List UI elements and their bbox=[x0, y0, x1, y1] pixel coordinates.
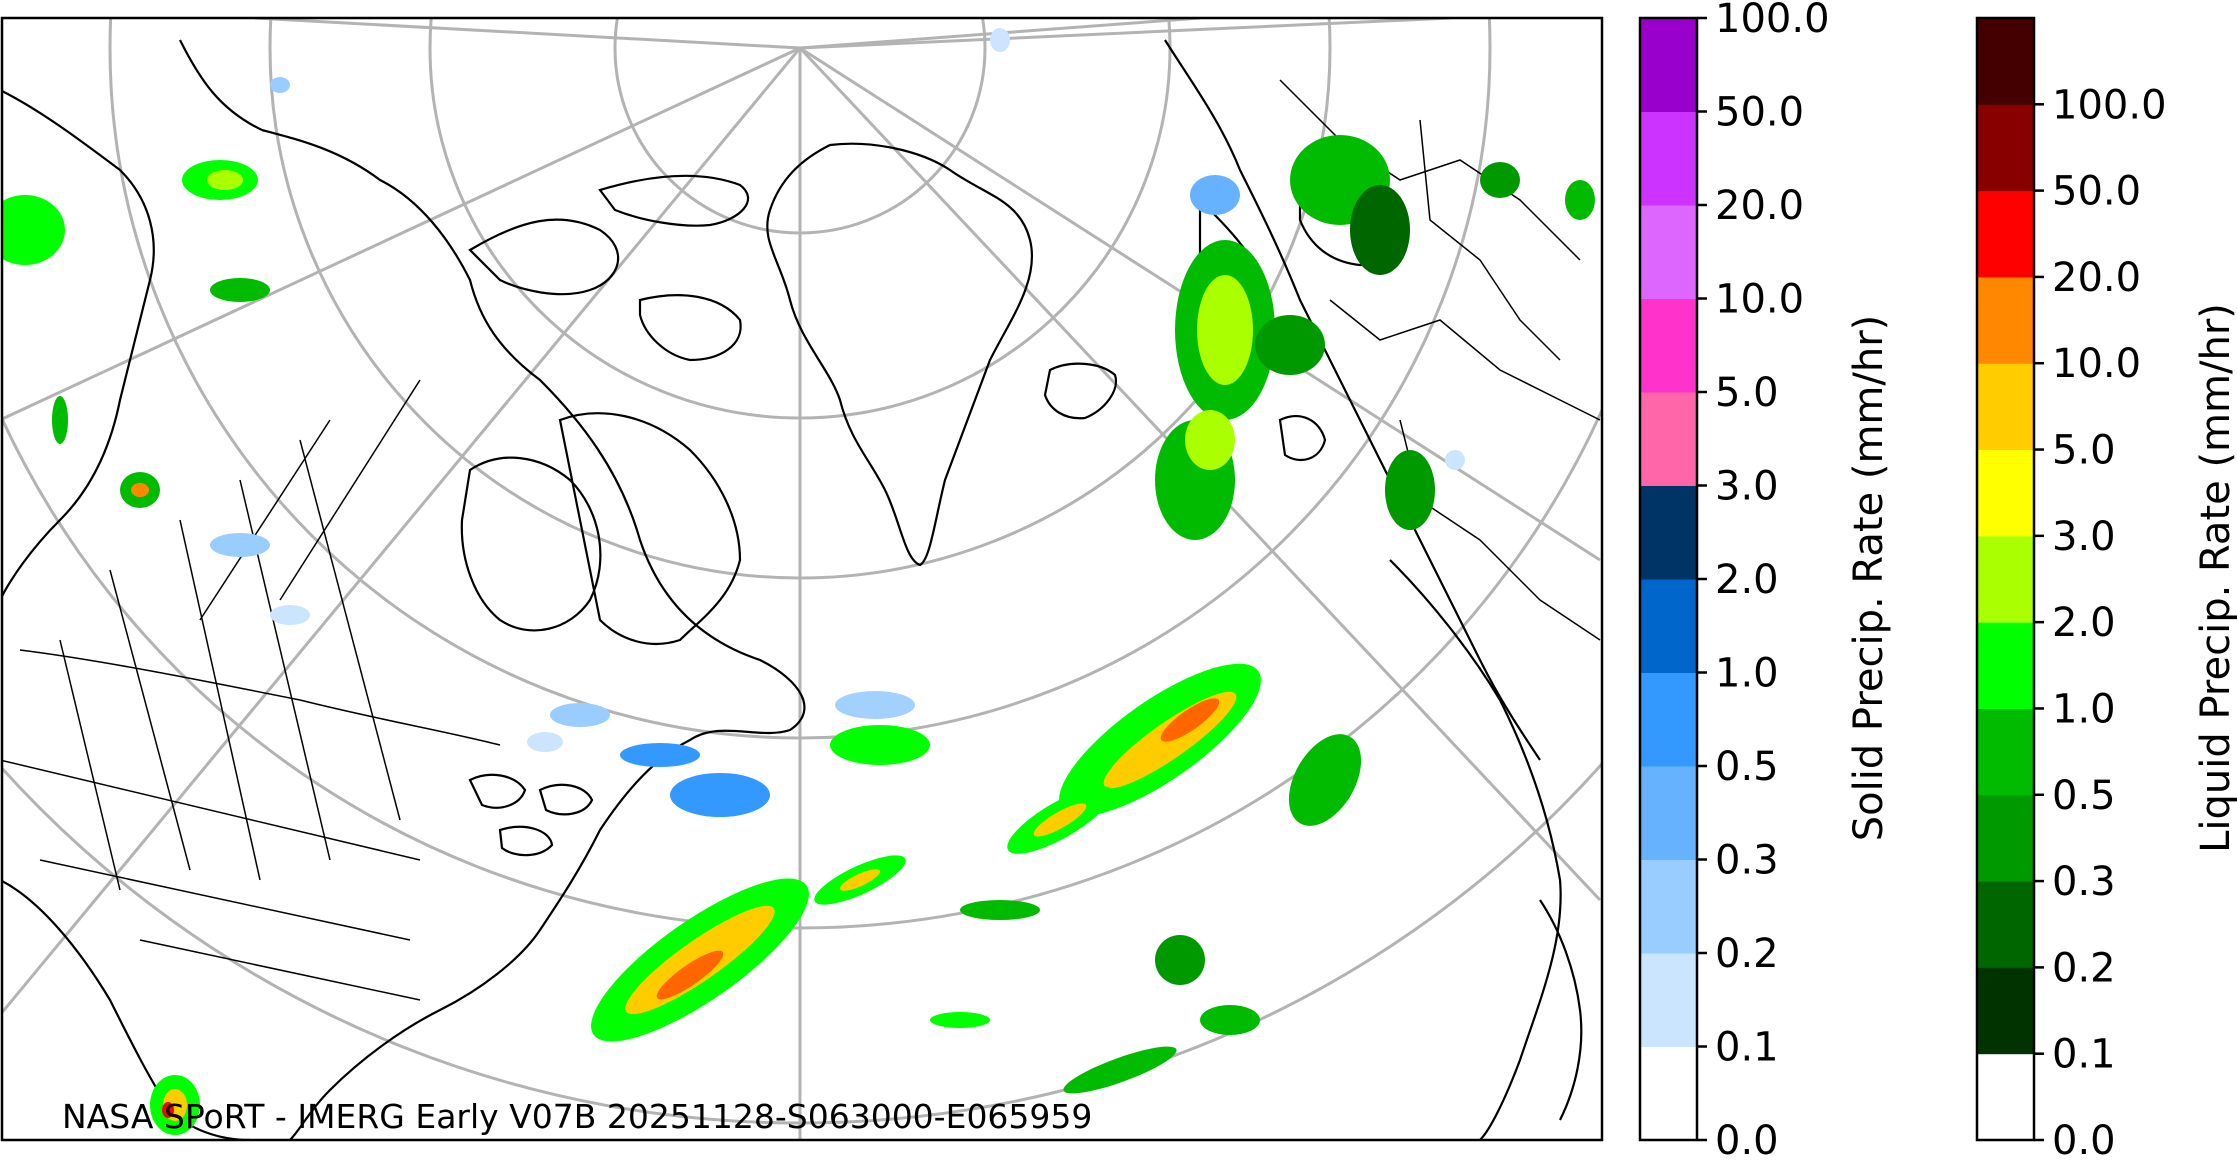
solid-precip bbox=[210, 28, 1465, 817]
liquid-colorbar-tick-label: 50.0 bbox=[2052, 169, 2141, 215]
solid-colorbar-tick-label: 20.0 bbox=[1715, 183, 1804, 229]
solid-colorbar-tick-label: 5.0 bbox=[1715, 370, 1779, 416]
solid-colorbar-tick-label: 0.5 bbox=[1715, 744, 1779, 790]
solid-colorbar-swatch bbox=[1640, 766, 1697, 860]
liquid-colorbar-swatch bbox=[1977, 104, 2034, 192]
liquid-colorbar-swatch bbox=[1977, 363, 2034, 451]
solid-colorbar-tick-label: 3.0 bbox=[1715, 464, 1779, 510]
liquid-colorbar-swatch bbox=[1977, 535, 2034, 623]
liquid-colorbar-tick-label: 5.0 bbox=[2052, 428, 2116, 474]
solid-colorbar-tick-label: 0.3 bbox=[1715, 838, 1779, 884]
solid-colorbar-swatch bbox=[1640, 392, 1697, 486]
liquid-precip bbox=[2, 135, 1595, 1135]
liquid-colorbar-tick-label: 0.3 bbox=[2052, 859, 2116, 905]
map-frame bbox=[0, 16, 1604, 1142]
liquid-colorbar-title: Liquid Precip. Rate (mm/hr) bbox=[2193, 303, 2237, 853]
solid-colorbar-swatch bbox=[1640, 1046, 1697, 1141]
coastlines bbox=[2, 39, 1583, 1140]
solid-colorbar-tick-label: 100.0 bbox=[1715, 0, 1830, 42]
liquid-colorbar-swatch bbox=[1977, 1053, 2034, 1141]
solid-colorbar-swatch bbox=[1640, 18, 1697, 112]
solid-colorbar-title: Solid Precip. Rate (mm/hr) bbox=[1846, 315, 1892, 842]
liquid-colorbar-tick-label: 2.0 bbox=[2052, 600, 2116, 646]
liquid-colorbar-swatch bbox=[1977, 708, 2034, 796]
liquid-colorbar-frame bbox=[1975, 16, 2036, 1142]
liquid-colorbar: 0.0 0.1 0.2 0.3 0.5 1.0 2.0 3.0 5.0 10.0 20.0 50.0 1… bbox=[1975, 16, 2167, 1164]
solid-colorbar-tick-label: 0.1 bbox=[1715, 1025, 1779, 1071]
map-panel bbox=[2, 18, 1602, 1140]
solid-colorbar-tick-label: 10.0 bbox=[1715, 277, 1804, 323]
solid-colorbar-swatch bbox=[1640, 953, 1697, 1047]
liquid-colorbar-tick-label: 20.0 bbox=[2052, 255, 2141, 301]
solid-colorbar-swatch bbox=[1640, 672, 1697, 767]
solid-colorbar-swatch bbox=[1640, 579, 1697, 673]
liquid-colorbar-swatch bbox=[1977, 794, 2034, 882]
liquid-colorbar-tick-label: 100.0 bbox=[2052, 82, 2167, 128]
liquid-colorbar-swatch bbox=[1977, 276, 2034, 364]
solid-colorbar-swatch bbox=[1640, 298, 1697, 393]
liquid-colorbar-tick-label: 0.5 bbox=[2052, 773, 2116, 819]
liquid-colorbar-tick-label: 3.0 bbox=[2052, 514, 2116, 560]
liquid-colorbar-swatch bbox=[1977, 190, 2034, 278]
liquid-colorbar-tick-label: 1.0 bbox=[2052, 686, 2116, 732]
liquid-colorbar-tick-label: 0.2 bbox=[2052, 945, 2116, 991]
solid-colorbar-swatch bbox=[1640, 205, 1697, 299]
solid-colorbar-tick-label: 2.0 bbox=[1715, 557, 1779, 603]
solid-colorbar-tick-label: 0.2 bbox=[1715, 931, 1779, 977]
liquid-colorbar-tick-label: 0.1 bbox=[2052, 1032, 2116, 1078]
solid-colorbar-tick-label: 0.0 bbox=[1715, 1118, 1779, 1164]
liquid-colorbar-swatch bbox=[1977, 881, 2034, 968]
liquid-colorbar-swatch bbox=[1977, 18, 2034, 105]
liquid-colorbar-swatch bbox=[1977, 449, 2034, 537]
liquid-colorbar-tick-label: 10.0 bbox=[2052, 341, 2141, 387]
liquid-colorbar-swatch bbox=[1977, 622, 2034, 709]
liquid-colorbar-tick-label: 0.0 bbox=[2052, 1118, 2116, 1164]
solid-colorbar-swatch bbox=[1640, 111, 1697, 206]
political-borders bbox=[2, 79, 1601, 1001]
solid-colorbar-swatch bbox=[1640, 485, 1697, 580]
solid-colorbar-swatch bbox=[1640, 859, 1697, 954]
solid-colorbar-tick-label: 1.0 bbox=[1715, 651, 1779, 697]
solid-colorbar-tick-label: 50.0 bbox=[1715, 90, 1804, 136]
solid-colorbar: 0.0 0.1 0.2 0.3 0.5 1.0 2.0 3.0 5.0 10.0 20.0 50.0 1… bbox=[1638, 0, 1830, 1164]
credit-text: NASA SPoRT - IMERG Early V07B 20251128-S… bbox=[62, 1097, 1092, 1136]
liquid-colorbar-swatch bbox=[1977, 967, 2034, 1055]
